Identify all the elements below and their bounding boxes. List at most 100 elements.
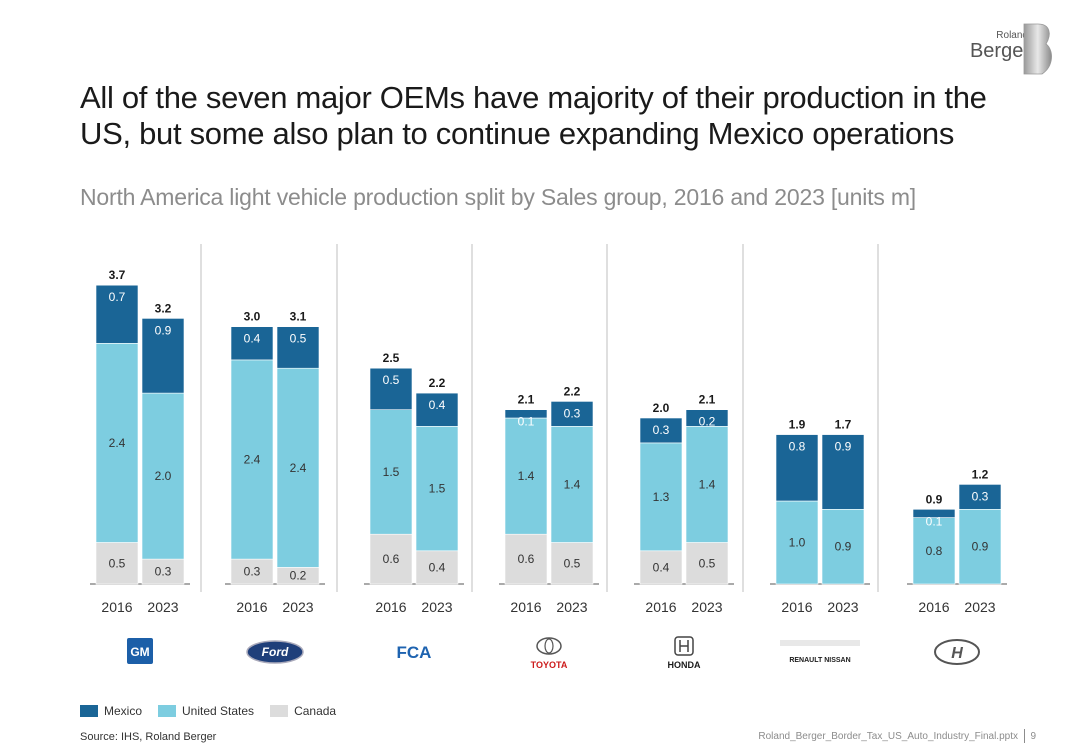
year-label-6-1: 2023 xyxy=(964,599,995,615)
total-label-2-1: 2.2 xyxy=(429,376,446,390)
total-label-2-0: 2.5 xyxy=(383,351,400,365)
brand-b-icon xyxy=(1023,23,1052,75)
value-label-mexico-5-0: 0.8 xyxy=(789,440,806,454)
year-label-5-1: 2023 xyxy=(827,599,858,615)
bar-mexico-4-0 xyxy=(639,417,683,444)
value-label-mexico-0-1: 0.9 xyxy=(155,323,172,337)
footer-separator xyxy=(1024,729,1025,743)
year-label-3-1: 2023 xyxy=(556,599,587,615)
year-label-1-0: 2016 xyxy=(236,599,267,615)
value-label-us-1-1: 2.4 xyxy=(290,461,307,475)
bar-us-5-0 xyxy=(775,500,819,585)
total-label-0-1: 3.2 xyxy=(155,301,172,315)
value-label-canada-4-0: 0.4 xyxy=(653,560,670,574)
bar-mexico-6-1 xyxy=(958,484,1002,510)
value-label-us-0-0: 2.4 xyxy=(109,436,126,450)
value-label-mexico-0-0: 0.7 xyxy=(109,290,126,304)
legend-label-mexico: Mexico xyxy=(104,704,143,718)
footer-filename: Roland_Berger_Border_Tax_US_Auto_Industr… xyxy=(758,731,1018,742)
value-label-us-2-1: 1.5 xyxy=(429,482,446,496)
oem-logo-gm-text: GM xyxy=(130,645,149,659)
page-number: 9 xyxy=(1030,731,1036,742)
oem-logo-toyota-icon-inner xyxy=(544,638,554,654)
value-label-us-5-1: 0.9 xyxy=(835,540,852,554)
bar-us-4-1 xyxy=(685,425,729,543)
legend-item-canada: Canada xyxy=(270,704,336,718)
total-label-0-0: 3.7 xyxy=(109,268,126,282)
total-label-4-1: 2.1 xyxy=(699,393,716,407)
bar-canada-0-1 xyxy=(141,558,185,585)
bar-canada-0-0 xyxy=(95,542,139,585)
value-label-mexico-3-1: 0.3 xyxy=(564,406,581,420)
brand-name-line1: Roland xyxy=(996,30,1028,41)
chart-legend: Mexico United States Canada xyxy=(80,704,352,718)
value-label-mexico-4-1: 0.2 xyxy=(699,415,716,429)
bar-mexico-0-1 xyxy=(141,318,185,394)
value-label-us-4-1: 1.4 xyxy=(699,477,716,491)
brand-name-line2: Berger xyxy=(969,40,1030,62)
value-label-canada-2-0: 0.6 xyxy=(383,552,400,566)
bar-mexico-5-1 xyxy=(821,434,865,510)
oem-logo-honda-icon xyxy=(674,636,694,656)
bar-us-2-1 xyxy=(415,425,459,552)
value-label-us-6-1: 0.9 xyxy=(972,540,989,554)
legend-swatch-mexico xyxy=(80,705,98,717)
total-label-1-1: 3.1 xyxy=(290,310,307,324)
value-label-mexico-6-0: 0.1 xyxy=(926,514,943,528)
bar-canada-3-0 xyxy=(504,533,548,585)
total-label-3-0: 2.1 xyxy=(518,393,535,407)
total-label-4-0: 2.0 xyxy=(653,401,670,415)
value-label-canada-1-1: 0.2 xyxy=(290,569,307,583)
value-label-us-5-0: 1.0 xyxy=(789,536,806,550)
total-label-6-1: 1.2 xyxy=(972,467,989,481)
value-label-mexico-1-0: 0.4 xyxy=(244,332,261,346)
legend-label-canada: Canada xyxy=(294,704,337,718)
stacked-bar-chart: 0.5 2.4 0.7 3.7 2016 0.3 2.0 0.9 3.2 2023 GM 0.3 2.4… xyxy=(90,244,1007,670)
bar-mexico-6-0 xyxy=(912,508,956,518)
value-label-mexico-3-0: 0.1 xyxy=(518,415,535,429)
bar-canada-4-0 xyxy=(639,550,683,585)
total-label-5-1: 1.7 xyxy=(835,418,852,432)
page-subtitle: North America light vehicle production s… xyxy=(80,184,916,210)
oem-logo-honda-text: HONDA xyxy=(668,660,701,670)
oem-logo-ford-text: Ford xyxy=(262,645,289,659)
bar-mexico-2-0 xyxy=(369,367,413,411)
oem-logo-renault-nissan-text: RENAULT NISSAN xyxy=(789,657,850,664)
year-label-0-0: 2016 xyxy=(101,599,132,615)
oem-logo-toyota-text: TOYOTA xyxy=(531,660,568,670)
oem-logo-hyundai-icon xyxy=(934,639,980,665)
bar-canada-2-0 xyxy=(369,533,413,585)
bar-us-6-0 xyxy=(912,517,956,585)
value-label-mexico-4-0: 0.3 xyxy=(653,423,670,437)
value-label-mexico-6-1: 0.3 xyxy=(972,489,989,503)
bar-canada-1-0 xyxy=(230,558,274,585)
total-label-1-0: 3.0 xyxy=(244,310,261,324)
oem-logo-fca-text: FCA xyxy=(397,643,432,662)
bar-mexico-1-0 xyxy=(230,326,274,361)
value-label-us-2-0: 1.5 xyxy=(383,465,400,479)
value-label-canada-1-0: 0.3 xyxy=(244,565,261,579)
total-label-6-0: 0.9 xyxy=(926,492,943,506)
page-title: All of the seven major OEMs have majorit… xyxy=(80,80,987,151)
bar-us-6-1 xyxy=(958,508,1002,585)
value-label-canada-0-0: 0.5 xyxy=(109,556,126,570)
oem-logo-honda-icon-h xyxy=(679,640,689,652)
bar-us-2-0 xyxy=(369,409,413,535)
bar-mexico-3-1 xyxy=(550,401,594,427)
value-label-mexico-2-0: 0.5 xyxy=(383,373,400,387)
legend-item-mexico: Mexico xyxy=(80,704,142,718)
legend-item-us: United States xyxy=(158,704,254,718)
bar-us-5-1 xyxy=(821,508,865,585)
bar-mexico-0-0 xyxy=(95,284,139,344)
oem-logo-renault-nissan-icon xyxy=(780,640,860,646)
bar-us-0-1 xyxy=(141,392,185,560)
value-label-canada-0-1: 0.3 xyxy=(155,565,172,579)
year-label-3-0: 2016 xyxy=(510,599,541,615)
value-label-canada-2-1: 0.4 xyxy=(429,560,446,574)
value-label-canada-4-1: 0.5 xyxy=(699,556,716,570)
total-label-5-0: 1.9 xyxy=(789,418,806,432)
bar-mexico-3-0 xyxy=(504,409,548,419)
oem-logo-toyota-icon xyxy=(536,637,562,655)
legend-label-us: United States xyxy=(182,704,255,718)
oem-logo-gm-icon xyxy=(127,638,153,664)
